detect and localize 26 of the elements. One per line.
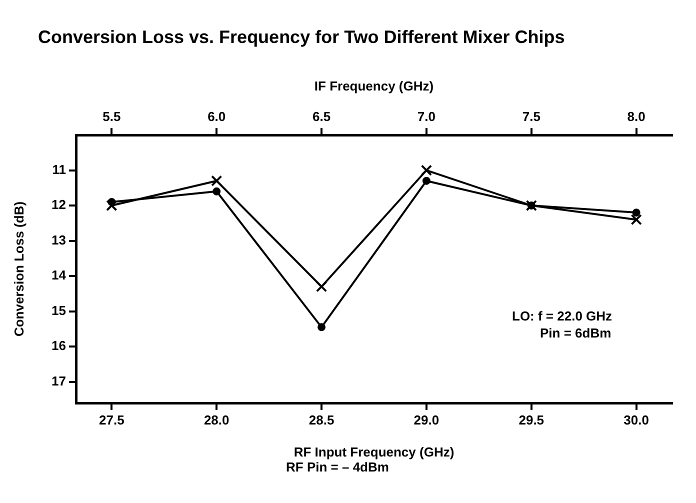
y-tick-label: 12 [52,197,66,212]
x-tick-label: 29.5 [518,412,544,428]
x-tick-label: 28.5 [308,412,334,428]
x2-tick-label: 7.0 [417,108,436,124]
x2-tick-label: 6.5 [312,108,331,124]
x-tick-label: 28.0 [204,412,230,428]
x2-tick-label: 7.5 [522,108,540,124]
text: RF Pin = – 4dBm [286,460,389,475]
y-tick-label: 14 [52,268,67,283]
x-axis-title: RF Input Frequency (GHz) [294,444,454,460]
x-tick-label: 30.0 [624,412,649,428]
y-tick-label: 11 [52,162,66,177]
annotation: Pin = 6dBm [540,326,612,341]
x-tick-label: 29.0 [414,412,440,428]
x2-tick-label: 6.0 [208,108,226,124]
y-tick-label: 15 [52,302,66,318]
x2-axis-title: IF Frequency (GHz) [314,78,434,94]
y-tick-label: 16 [52,338,66,354]
y-axis-title: Conversion Loss (dB) [12,201,27,337]
y-tick-label: 17 [52,373,66,388]
chart-title: Conversion Loss vs. Frequency for Two Different Mixer Chips [38,26,565,47]
x-tick-label: 27.5 [99,412,124,428]
annotation: LO: f = 22.0 GHz [512,308,613,324]
y-tick-label: 13 [52,232,66,248]
x2-tick-label: 5.5 [102,108,121,124]
x2-tick-label: 8.0 [627,108,646,124]
